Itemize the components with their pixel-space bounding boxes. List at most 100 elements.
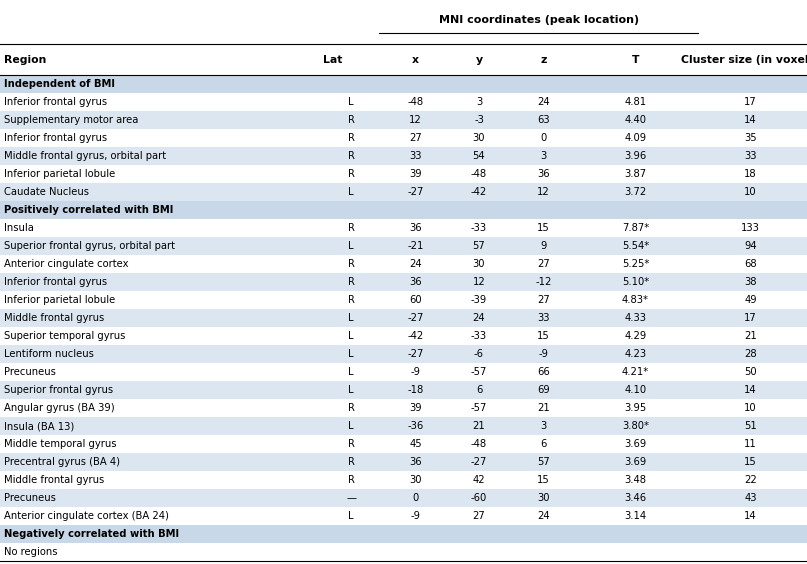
Text: 14: 14 bbox=[744, 511, 757, 521]
Bar bbox=[0, 507, 807, 525]
Text: 3: 3 bbox=[541, 151, 546, 161]
Text: 12: 12 bbox=[409, 115, 422, 125]
Bar bbox=[0, 525, 807, 543]
Text: 5.54*: 5.54* bbox=[622, 241, 649, 251]
Text: 6: 6 bbox=[541, 439, 546, 449]
Text: R: R bbox=[348, 133, 354, 143]
Text: 51: 51 bbox=[744, 421, 757, 431]
Text: Region: Region bbox=[4, 55, 47, 64]
Text: Anterior cingulate cortex: Anterior cingulate cortex bbox=[4, 259, 128, 269]
Text: 33: 33 bbox=[409, 151, 422, 161]
Text: No regions: No regions bbox=[4, 547, 57, 557]
Bar bbox=[0, 471, 807, 489]
Text: x: x bbox=[412, 55, 419, 64]
Bar bbox=[0, 453, 807, 471]
Text: Inferior frontal gyrus: Inferior frontal gyrus bbox=[4, 277, 107, 287]
Text: 3.48: 3.48 bbox=[625, 475, 646, 485]
Text: R: R bbox=[348, 403, 354, 413]
Text: L: L bbox=[349, 421, 353, 431]
Text: Insula (BA 13): Insula (BA 13) bbox=[4, 421, 74, 431]
Text: -48: -48 bbox=[471, 169, 487, 179]
Text: MNI coordinates (peak location): MNI coordinates (peak location) bbox=[439, 15, 638, 25]
Text: L: L bbox=[349, 187, 353, 197]
Bar bbox=[0, 327, 807, 345]
Bar bbox=[0, 129, 807, 147]
Text: 11: 11 bbox=[744, 439, 757, 449]
Bar bbox=[0, 435, 807, 453]
Text: 6: 6 bbox=[476, 385, 482, 395]
Bar bbox=[0, 219, 807, 237]
Text: 4.40: 4.40 bbox=[625, 115, 646, 125]
Text: L: L bbox=[349, 313, 353, 323]
Text: 27: 27 bbox=[409, 133, 422, 143]
Text: 3.72: 3.72 bbox=[625, 187, 646, 197]
Bar bbox=[0, 93, 807, 111]
Text: 33: 33 bbox=[744, 151, 757, 161]
Text: Cluster size (in voxels): Cluster size (in voxels) bbox=[681, 55, 807, 64]
Bar bbox=[0, 44, 807, 75]
Bar bbox=[0, 291, 807, 309]
Text: Inferior parietal lobule: Inferior parietal lobule bbox=[4, 169, 115, 179]
Text: Inferior frontal gyrus: Inferior frontal gyrus bbox=[4, 97, 107, 107]
Text: Positively correlated with BMI: Positively correlated with BMI bbox=[4, 205, 174, 215]
Text: Inferior parietal lobule: Inferior parietal lobule bbox=[4, 295, 115, 305]
Text: 24: 24 bbox=[537, 511, 550, 521]
Text: Anterior cingulate cortex (BA 24): Anterior cingulate cortex (BA 24) bbox=[4, 511, 169, 521]
Text: Lentiform nucleus: Lentiform nucleus bbox=[4, 349, 94, 359]
Text: 50: 50 bbox=[744, 367, 757, 377]
Text: L: L bbox=[349, 349, 353, 359]
Bar bbox=[0, 111, 807, 129]
Text: -33: -33 bbox=[471, 331, 487, 341]
Text: 94: 94 bbox=[744, 241, 757, 251]
Text: 39: 39 bbox=[409, 403, 422, 413]
Text: 21: 21 bbox=[537, 403, 550, 413]
Text: R: R bbox=[348, 223, 354, 233]
Text: 57: 57 bbox=[537, 457, 550, 467]
Text: 49: 49 bbox=[744, 295, 757, 305]
Text: 133: 133 bbox=[741, 223, 760, 233]
Text: -48: -48 bbox=[408, 97, 424, 107]
Text: 21: 21 bbox=[473, 421, 485, 431]
Text: 12: 12 bbox=[537, 187, 550, 197]
Text: —: — bbox=[346, 493, 356, 503]
Text: -9: -9 bbox=[411, 367, 420, 377]
Text: Middle frontal gyrus: Middle frontal gyrus bbox=[4, 475, 104, 485]
Text: 33: 33 bbox=[537, 313, 550, 323]
Text: L: L bbox=[349, 331, 353, 341]
Text: 63: 63 bbox=[537, 115, 550, 125]
Text: R: R bbox=[348, 439, 354, 449]
Text: 66: 66 bbox=[537, 367, 550, 377]
Text: 22: 22 bbox=[744, 475, 757, 485]
Bar bbox=[0, 345, 807, 363]
Text: 42: 42 bbox=[473, 475, 485, 485]
Text: 38: 38 bbox=[744, 277, 757, 287]
Text: R: R bbox=[348, 169, 354, 179]
Text: 0: 0 bbox=[541, 133, 546, 143]
Text: -6: -6 bbox=[474, 349, 484, 359]
Text: R: R bbox=[348, 295, 354, 305]
Text: 18: 18 bbox=[744, 169, 757, 179]
Text: 57: 57 bbox=[473, 241, 485, 251]
Text: 24: 24 bbox=[537, 97, 550, 107]
Text: 54: 54 bbox=[473, 151, 485, 161]
Text: Supplementary motor area: Supplementary motor area bbox=[4, 115, 139, 125]
Text: -57: -57 bbox=[470, 367, 487, 377]
Text: 3.96: 3.96 bbox=[625, 151, 646, 161]
Text: 12: 12 bbox=[473, 277, 485, 287]
Text: 3.69: 3.69 bbox=[625, 439, 646, 449]
Text: 69: 69 bbox=[537, 385, 550, 395]
Text: 0: 0 bbox=[412, 493, 419, 503]
Text: 35: 35 bbox=[744, 133, 757, 143]
Text: 43: 43 bbox=[744, 493, 757, 503]
Text: R: R bbox=[348, 151, 354, 161]
Text: 21: 21 bbox=[744, 331, 757, 341]
Text: Middle frontal gyrus, orbital part: Middle frontal gyrus, orbital part bbox=[4, 151, 166, 161]
Text: 36: 36 bbox=[409, 223, 422, 233]
Text: 30: 30 bbox=[473, 133, 485, 143]
Text: 15: 15 bbox=[537, 331, 550, 341]
Text: R: R bbox=[348, 457, 354, 467]
Text: -9: -9 bbox=[538, 349, 549, 359]
Text: 30: 30 bbox=[537, 493, 550, 503]
Text: -39: -39 bbox=[470, 295, 487, 305]
Text: 4.23: 4.23 bbox=[625, 349, 646, 359]
